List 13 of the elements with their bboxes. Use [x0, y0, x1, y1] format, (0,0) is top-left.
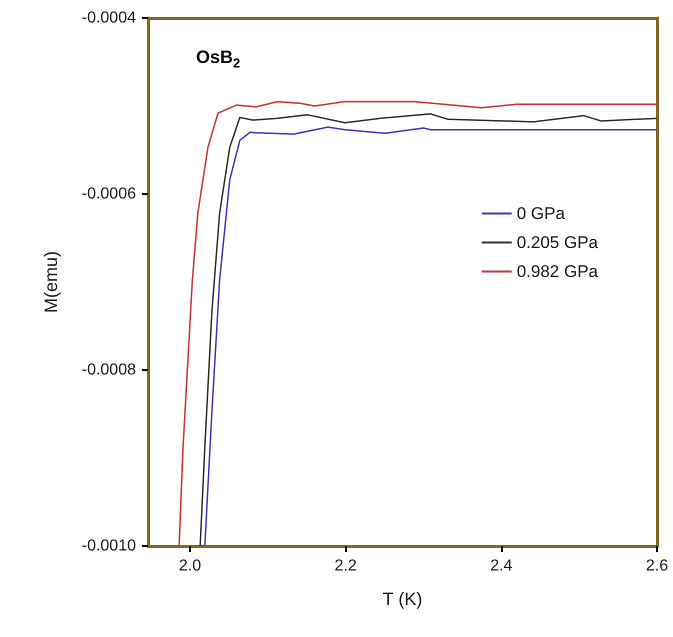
y-tick-label: -0.0008	[82, 362, 136, 378]
y-axis-title: M(emu)	[41, 251, 61, 313]
x-tick-label: 2.0	[178, 558, 202, 574]
y-tick-label: -0.0006	[82, 186, 136, 202]
legend-label: 0 GPa	[516, 204, 566, 223]
legend-label: 0.982 GPa	[516, 262, 599, 281]
y-tick-label: -0.0004	[82, 10, 136, 26]
x-tick-label: 2.6	[646, 558, 668, 574]
legend-label: 0.205 GPa	[516, 233, 599, 252]
x-tick-label: 2.4	[490, 558, 513, 574]
x-tick-label: 2.2	[334, 558, 357, 574]
x-axis-title: T (K)	[382, 589, 422, 609]
y-tick-label: -0.0010	[82, 538, 136, 554]
